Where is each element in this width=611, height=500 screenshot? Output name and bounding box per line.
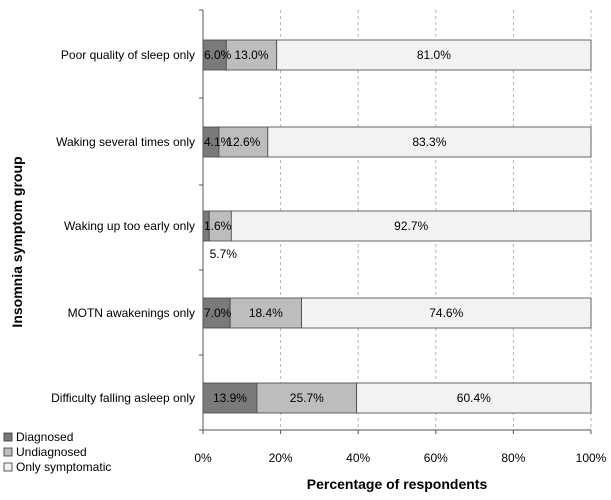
legend-swatch xyxy=(3,432,13,442)
bar-only-symptomatic xyxy=(356,382,592,414)
bar-only-symptomatic xyxy=(301,297,592,329)
bar-only-symptomatic xyxy=(267,126,592,158)
legend-label: Diagnosed xyxy=(16,430,73,444)
data-label: 4.1% xyxy=(204,135,232,149)
legend-label: Only symptomatic xyxy=(16,460,111,474)
data-label: 25.7% xyxy=(290,391,324,405)
axes: 0% 20% 40% 60% 80% 100% Poor quality of sleep … xyxy=(51,9,607,465)
category-label: Waking several times only xyxy=(56,135,195,149)
data-label: 7.0% xyxy=(204,306,232,320)
data-label: 60.4% xyxy=(457,391,491,405)
data-label: 12.6% xyxy=(226,135,260,149)
bar-only-symptomatic xyxy=(230,210,592,242)
x-tick-label: 0% xyxy=(194,451,212,465)
data-label: 13.0% xyxy=(234,48,268,62)
data-label: 13.9% xyxy=(213,391,247,405)
x-tick-label: 80% xyxy=(501,451,525,465)
legend-swatch xyxy=(3,447,13,457)
data-label: 6.0% xyxy=(204,48,232,62)
data-label: 18.4% xyxy=(249,306,283,320)
legend-label: Undiagnosed xyxy=(16,445,87,459)
category-label: Difficulty falling asleep only xyxy=(51,391,195,405)
x-tick-label: 60% xyxy=(424,451,448,465)
bar-undiagnosed xyxy=(256,382,358,414)
x-tick-label: 40% xyxy=(346,451,370,465)
data-labels: 6.0% 13.0% 81.0% 4.1%12.6% 83.3% 1.6% 5.7% 92.7… xyxy=(204,48,491,405)
x-tick-label: 20% xyxy=(269,451,293,465)
bar-undiagnosed xyxy=(225,39,278,71)
y-axis-title: Insomnia symptom group xyxy=(9,156,25,327)
data-label: 1.6% xyxy=(204,219,232,233)
category-label: MOTN awakenings only xyxy=(68,306,195,320)
legend-swatch xyxy=(3,462,13,472)
bars xyxy=(202,39,592,414)
bar-undiagnosed xyxy=(229,297,302,329)
category-label: Poor quality of sleep only xyxy=(61,48,195,62)
x-axis-title: Percentage of respondents xyxy=(307,476,488,492)
x-tick-label: 100% xyxy=(576,451,607,465)
category-label: Waking up too early only xyxy=(64,219,195,233)
data-label: 92.7% xyxy=(394,219,428,233)
data-label: 83.3% xyxy=(412,135,446,149)
bar-only-symptomatic xyxy=(276,39,592,71)
data-label: 81.0% xyxy=(417,48,451,62)
data-label: 5.7% xyxy=(210,247,238,261)
data-label: 74.6% xyxy=(429,306,463,320)
